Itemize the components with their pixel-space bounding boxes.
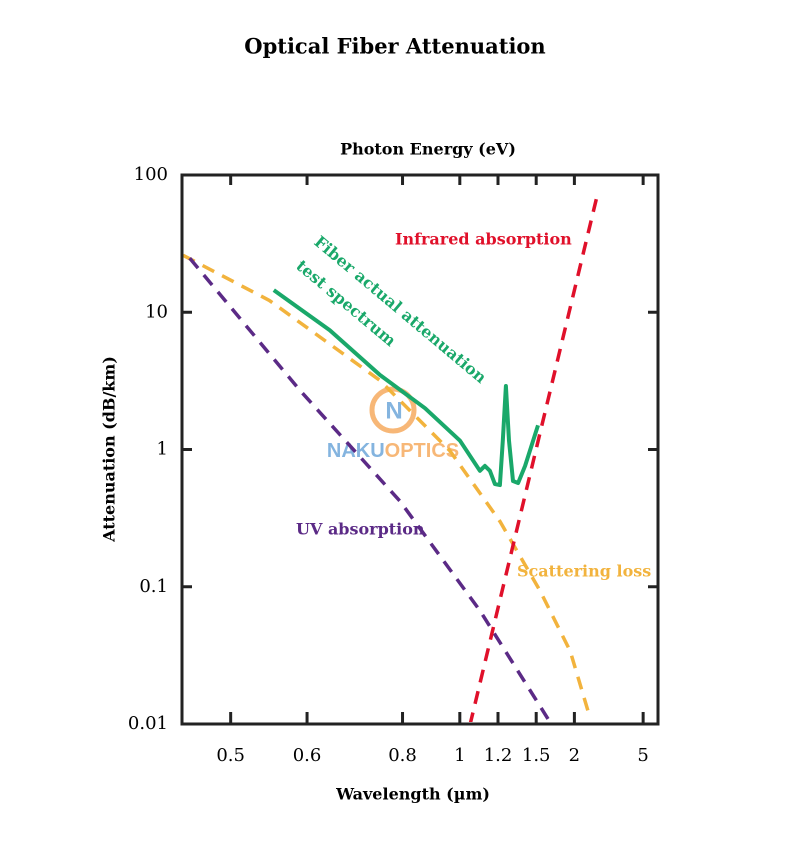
x-tick-label: 0.5 [216,745,245,766]
series-line [182,253,592,719]
series-annotation: Infrared absorption [395,230,572,249]
series-annotation: Fiber actual attenuation [311,232,491,387]
y-tick-label: 0.1 [139,576,168,597]
top-axis-label: Photon Energy (eV) [340,140,516,159]
y-tick-label: 10 [145,301,168,322]
x-tick-label: 1.2 [484,745,513,766]
watermark-letter: N [385,397,402,424]
watermark-ring [369,386,417,434]
x-axis-label: Wavelength (µm) [335,785,490,804]
x-tick-label: 0.6 [293,745,322,766]
x-tick-label: 1.5 [522,745,551,766]
y-tick-label: 100 [134,164,168,185]
x-tick-label: 0.8 [388,745,417,766]
plot-frame [180,173,660,726]
series-annotation: UV absorption [296,520,425,539]
x-tick-label: 2 [569,745,580,766]
chart-title: Optical Fiber Attenuation [244,34,545,59]
y-tick-label: 1 [157,439,168,460]
series-line [188,256,550,720]
series-line [468,191,600,722]
series-annotation: Scattering loss [517,562,651,581]
x-tick-label: 5 [637,745,648,766]
watermark-part: OPTICS [385,440,459,462]
x-tick-label: 1 [454,745,465,766]
watermark: N NAKUOPTICS [327,386,459,462]
y-axis-label: Attenuation (dB/km) [100,356,119,543]
series-line [272,288,540,488]
y-tick-label: 0.01 [128,713,168,734]
